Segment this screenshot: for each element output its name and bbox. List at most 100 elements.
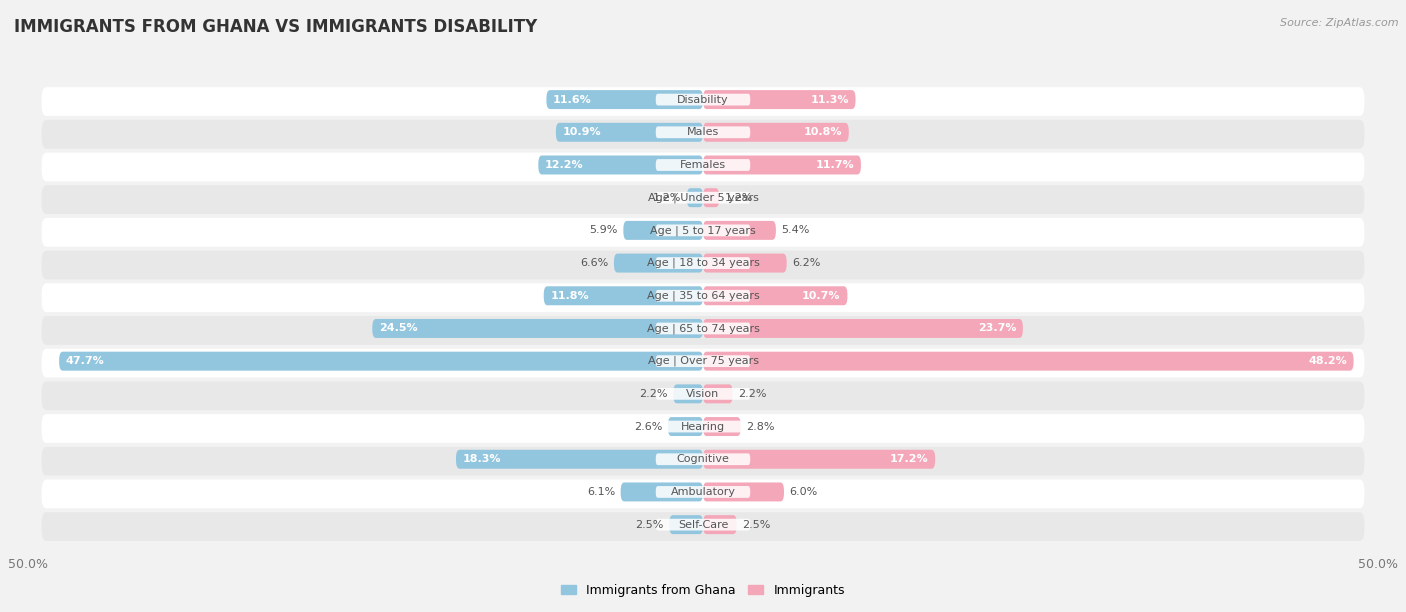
Text: 1.2%: 1.2%	[652, 193, 682, 203]
Legend: Immigrants from Ghana, Immigrants: Immigrants from Ghana, Immigrants	[557, 579, 849, 602]
FancyBboxPatch shape	[544, 286, 703, 305]
Text: 2.5%: 2.5%	[636, 520, 664, 529]
Text: Cognitive: Cognitive	[676, 454, 730, 465]
FancyBboxPatch shape	[42, 87, 1364, 116]
Text: 6.6%: 6.6%	[581, 258, 609, 268]
Text: Self-Care: Self-Care	[678, 520, 728, 529]
Text: 5.9%: 5.9%	[589, 225, 619, 236]
FancyBboxPatch shape	[42, 349, 1364, 378]
Text: Age | 5 to 17 years: Age | 5 to 17 years	[650, 225, 756, 236]
FancyBboxPatch shape	[703, 482, 785, 501]
Text: 10.8%: 10.8%	[803, 127, 842, 137]
FancyBboxPatch shape	[669, 515, 703, 534]
Text: 12.2%: 12.2%	[546, 160, 583, 170]
FancyBboxPatch shape	[59, 352, 703, 371]
Text: IMMIGRANTS FROM GHANA VS IMMIGRANTS DISABILITY: IMMIGRANTS FROM GHANA VS IMMIGRANTS DISA…	[14, 18, 537, 36]
FancyBboxPatch shape	[703, 286, 848, 305]
FancyBboxPatch shape	[703, 319, 1024, 338]
FancyBboxPatch shape	[703, 123, 849, 142]
FancyBboxPatch shape	[703, 188, 720, 207]
Text: 10.7%: 10.7%	[803, 291, 841, 300]
FancyBboxPatch shape	[655, 453, 751, 465]
Text: 1.2%: 1.2%	[724, 193, 754, 203]
Text: Ambulatory: Ambulatory	[671, 487, 735, 497]
FancyBboxPatch shape	[703, 352, 1354, 371]
Text: 2.6%: 2.6%	[634, 422, 662, 431]
FancyBboxPatch shape	[703, 90, 855, 109]
Text: 18.3%: 18.3%	[463, 454, 502, 465]
FancyBboxPatch shape	[623, 221, 703, 240]
FancyBboxPatch shape	[655, 94, 751, 105]
FancyBboxPatch shape	[655, 290, 751, 302]
FancyBboxPatch shape	[42, 316, 1364, 345]
FancyBboxPatch shape	[42, 414, 1364, 443]
Text: Age | Under 5 years: Age | Under 5 years	[648, 192, 758, 203]
FancyBboxPatch shape	[655, 159, 751, 171]
FancyBboxPatch shape	[703, 221, 776, 240]
FancyBboxPatch shape	[42, 480, 1364, 509]
FancyBboxPatch shape	[42, 185, 1364, 214]
FancyBboxPatch shape	[538, 155, 703, 174]
Text: Vision: Vision	[686, 389, 720, 399]
FancyBboxPatch shape	[655, 486, 751, 498]
Text: 6.0%: 6.0%	[789, 487, 818, 497]
FancyBboxPatch shape	[673, 384, 703, 403]
Text: 2.2%: 2.2%	[640, 389, 668, 399]
Text: 5.4%: 5.4%	[782, 225, 810, 236]
FancyBboxPatch shape	[703, 253, 787, 272]
Text: 2.8%: 2.8%	[747, 422, 775, 431]
FancyBboxPatch shape	[42, 251, 1364, 280]
FancyBboxPatch shape	[547, 90, 703, 109]
Text: Source: ZipAtlas.com: Source: ZipAtlas.com	[1281, 18, 1399, 28]
Text: 10.9%: 10.9%	[562, 127, 602, 137]
FancyBboxPatch shape	[42, 218, 1364, 247]
FancyBboxPatch shape	[42, 152, 1364, 181]
FancyBboxPatch shape	[555, 123, 703, 142]
Text: 23.7%: 23.7%	[977, 324, 1017, 334]
Text: Age | 35 to 64 years: Age | 35 to 64 years	[647, 291, 759, 301]
Text: 6.1%: 6.1%	[588, 487, 616, 497]
Text: 6.2%: 6.2%	[792, 258, 821, 268]
FancyBboxPatch shape	[42, 120, 1364, 149]
Text: 47.7%: 47.7%	[66, 356, 104, 366]
FancyBboxPatch shape	[703, 155, 860, 174]
Text: Age | 18 to 34 years: Age | 18 to 34 years	[647, 258, 759, 268]
Text: Age | 65 to 74 years: Age | 65 to 74 years	[647, 323, 759, 334]
Text: Age | Over 75 years: Age | Over 75 years	[648, 356, 758, 367]
Text: 2.2%: 2.2%	[738, 389, 766, 399]
Text: 11.7%: 11.7%	[815, 160, 855, 170]
FancyBboxPatch shape	[703, 384, 733, 403]
FancyBboxPatch shape	[42, 283, 1364, 312]
Text: Hearing: Hearing	[681, 422, 725, 431]
FancyBboxPatch shape	[456, 450, 703, 469]
FancyBboxPatch shape	[703, 515, 737, 534]
FancyBboxPatch shape	[42, 512, 1364, 541]
Text: Disability: Disability	[678, 95, 728, 105]
FancyBboxPatch shape	[655, 388, 751, 400]
FancyBboxPatch shape	[655, 519, 751, 531]
FancyBboxPatch shape	[655, 225, 751, 236]
FancyBboxPatch shape	[655, 420, 751, 433]
Text: 17.2%: 17.2%	[890, 454, 928, 465]
Text: 11.8%: 11.8%	[551, 291, 589, 300]
FancyBboxPatch shape	[703, 417, 741, 436]
Text: 48.2%: 48.2%	[1308, 356, 1347, 366]
Text: 2.5%: 2.5%	[742, 520, 770, 529]
FancyBboxPatch shape	[655, 323, 751, 334]
FancyBboxPatch shape	[373, 319, 703, 338]
Text: 11.6%: 11.6%	[553, 95, 592, 105]
Text: 24.5%: 24.5%	[380, 324, 418, 334]
FancyBboxPatch shape	[655, 257, 751, 269]
FancyBboxPatch shape	[655, 127, 751, 138]
FancyBboxPatch shape	[620, 482, 703, 501]
FancyBboxPatch shape	[703, 450, 935, 469]
FancyBboxPatch shape	[42, 381, 1364, 410]
FancyBboxPatch shape	[655, 356, 751, 367]
FancyBboxPatch shape	[686, 188, 703, 207]
Text: Males: Males	[688, 127, 718, 137]
Text: 11.3%: 11.3%	[810, 95, 849, 105]
FancyBboxPatch shape	[42, 447, 1364, 476]
FancyBboxPatch shape	[668, 417, 703, 436]
Text: Females: Females	[681, 160, 725, 170]
FancyBboxPatch shape	[614, 253, 703, 272]
